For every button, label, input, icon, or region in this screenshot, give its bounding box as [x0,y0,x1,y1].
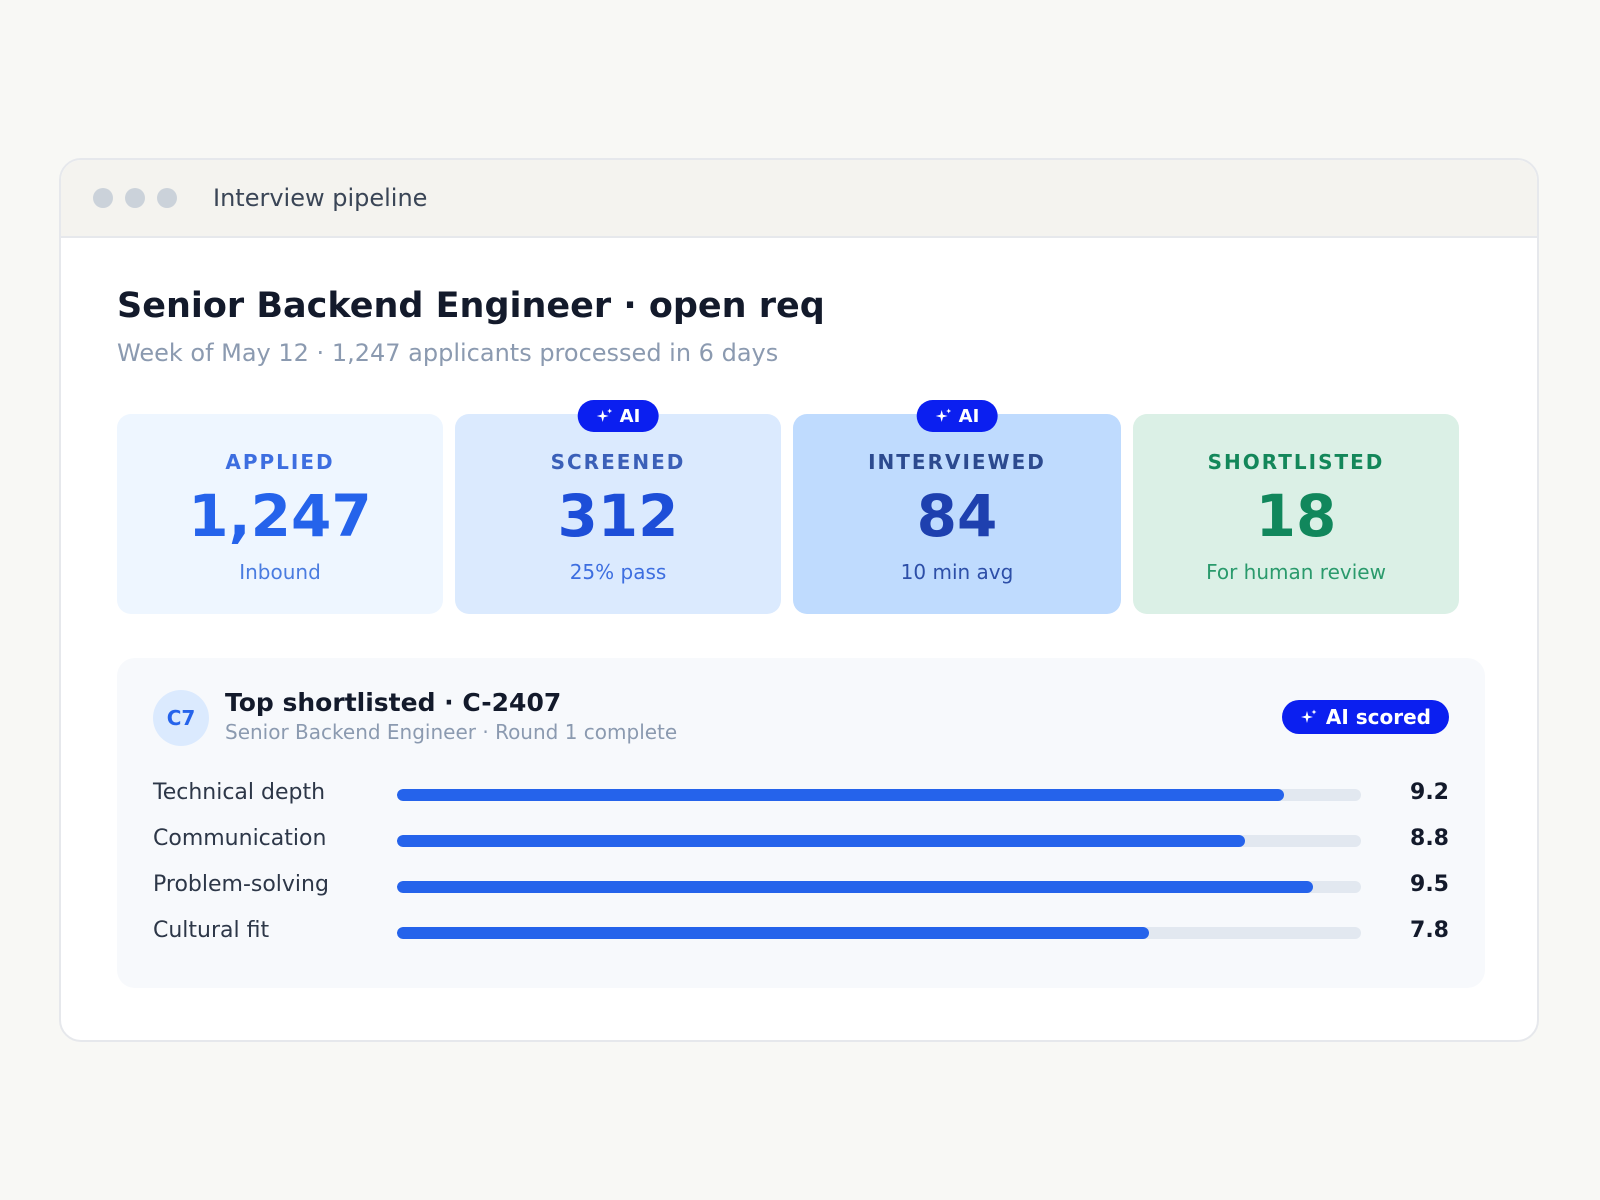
sparkle-icon [1300,709,1317,723]
window-controls [93,188,177,208]
score-bar-track [397,927,1361,939]
stat-label: APPLIED [225,450,335,474]
stat-value: 1,247 [188,482,372,550]
window-titlebar: Interview pipeline [61,160,1537,238]
stat-card-interviewed[interactable]: AI INTERVIEWED 84 10 min avg [793,400,1121,614]
sparkle-icon [596,408,613,422]
score-bar-fill [397,881,1313,893]
maximize-window-dot[interactable] [157,188,177,208]
pipeline-stats: APPLIED 1,247 Inbound AI SCREENED 312 25… [117,400,1485,614]
score-row: Communication 8.8 [153,822,1449,868]
score-bar-track [397,881,1361,893]
score-bar-fill [397,789,1284,801]
minimize-window-dot[interactable] [125,188,145,208]
score-bar-fill [397,927,1149,939]
stat-label: INTERVIEWED [868,450,1046,474]
candidate-title[interactable]: Top shortlisted · C-2407 [225,688,562,717]
page-title: Senior Backend Engineer · open req [117,286,825,326]
score-bar-track [397,835,1361,847]
score-bar-track [397,789,1361,801]
stat-value: 84 [916,482,998,550]
score-list: Technical depth 9.2 Communication 8.8 Pr… [153,776,1449,960]
stat-value: 312 [557,482,679,550]
stat-sub: For human review [1206,560,1386,584]
ai-badge: AI [577,400,659,432]
stat-label: SHORTLISTED [1207,450,1385,474]
close-window-dot[interactable] [93,188,113,208]
score-label: Problem-solving [153,872,329,897]
score-value: 9.5 [1410,872,1449,897]
stat-card-applied[interactable]: APPLIED 1,247 Inbound [117,414,443,614]
ai-badge-label: AI [619,405,641,427]
score-value: 8.8 [1410,826,1449,851]
score-row: Cultural fit 7.8 [153,914,1449,960]
score-label: Technical depth [153,780,326,805]
stat-label: SCREENED [550,450,686,474]
stat-sub: 25% pass [569,560,667,584]
score-value: 9.2 [1410,780,1449,805]
stat-sub: Inbound [239,560,321,584]
ai-badge: AI [916,400,998,432]
app-window: Interview pipeline Senior Backend Engine… [59,158,1539,1042]
candidate-card: C7 Top shortlisted · C-2407 Senior Backe… [117,658,1485,988]
ai-scored-label: AI scored [1325,705,1431,729]
sparkle-icon [935,408,952,422]
window-title: Interview pipeline [213,184,428,212]
score-bar-fill [397,835,1246,847]
stat-sub: 10 min avg [900,560,1014,584]
stat-card-screened[interactable]: AI SCREENED 312 25% pass [455,400,781,614]
score-row: Technical depth 9.2 [153,776,1449,822]
avatar[interactable]: C7 [153,690,209,746]
page-subtitle: Week of May 12 · 1,247 applicants proces… [117,339,779,367]
score-label: Cultural fit [153,918,270,943]
stat-value: 18 [1255,482,1337,550]
score-row: Problem-solving 9.5 [153,868,1449,914]
stat-card-shortlisted[interactable]: SHORTLISTED 18 For human review [1133,414,1459,614]
ai-badge-label: AI [958,405,980,427]
ai-scored-badge: AI scored [1281,700,1449,734]
score-label: Communication [153,826,327,851]
score-value: 7.8 [1410,918,1449,943]
candidate-subtitle: Senior Backend Engineer · Round 1 comple… [225,720,678,744]
